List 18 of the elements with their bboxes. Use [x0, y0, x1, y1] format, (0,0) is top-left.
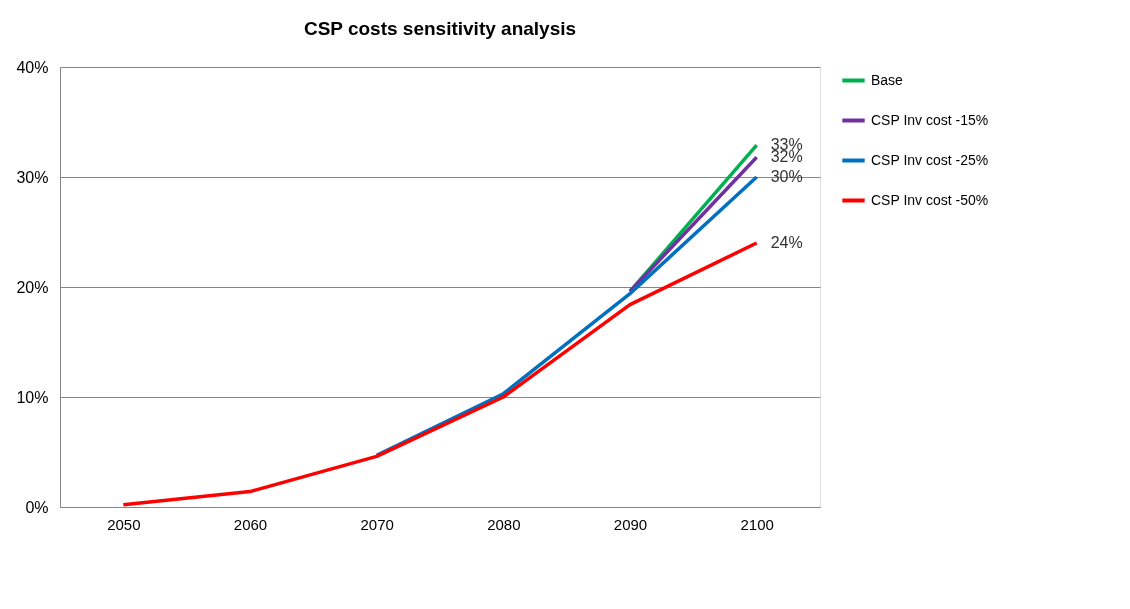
- legend-label: CSP Inv cost -50%: [871, 191, 989, 208]
- y-tick-label: 20%: [16, 278, 49, 296]
- y-tick-label: 30%: [16, 168, 49, 186]
- x-tick-label: 2090: [613, 515, 648, 533]
- legend-label: CSP Inv cost -15%: [871, 111, 989, 128]
- x-tick-label: 2070: [360, 515, 394, 533]
- x-tick-label: 2060: [233, 515, 268, 533]
- chart-title: CSP costs sensitivity analysis: [303, 18, 577, 39]
- x-tick-label: 2050: [107, 515, 141, 533]
- y-tick-label: 0%: [25, 498, 49, 516]
- legend-label: Base: [871, 71, 904, 88]
- x-tick-label: 2080: [487, 515, 521, 533]
- data-label: 24%: [770, 234, 803, 251]
- y-tick-label: 10%: [16, 388, 49, 406]
- legend-label: CSP Inv cost -25%: [871, 151, 989, 168]
- line-series: [121, 241, 759, 507]
- y-tick-label: 40%: [16, 58, 49, 76]
- x-tick-label: 2100: [740, 515, 774, 533]
